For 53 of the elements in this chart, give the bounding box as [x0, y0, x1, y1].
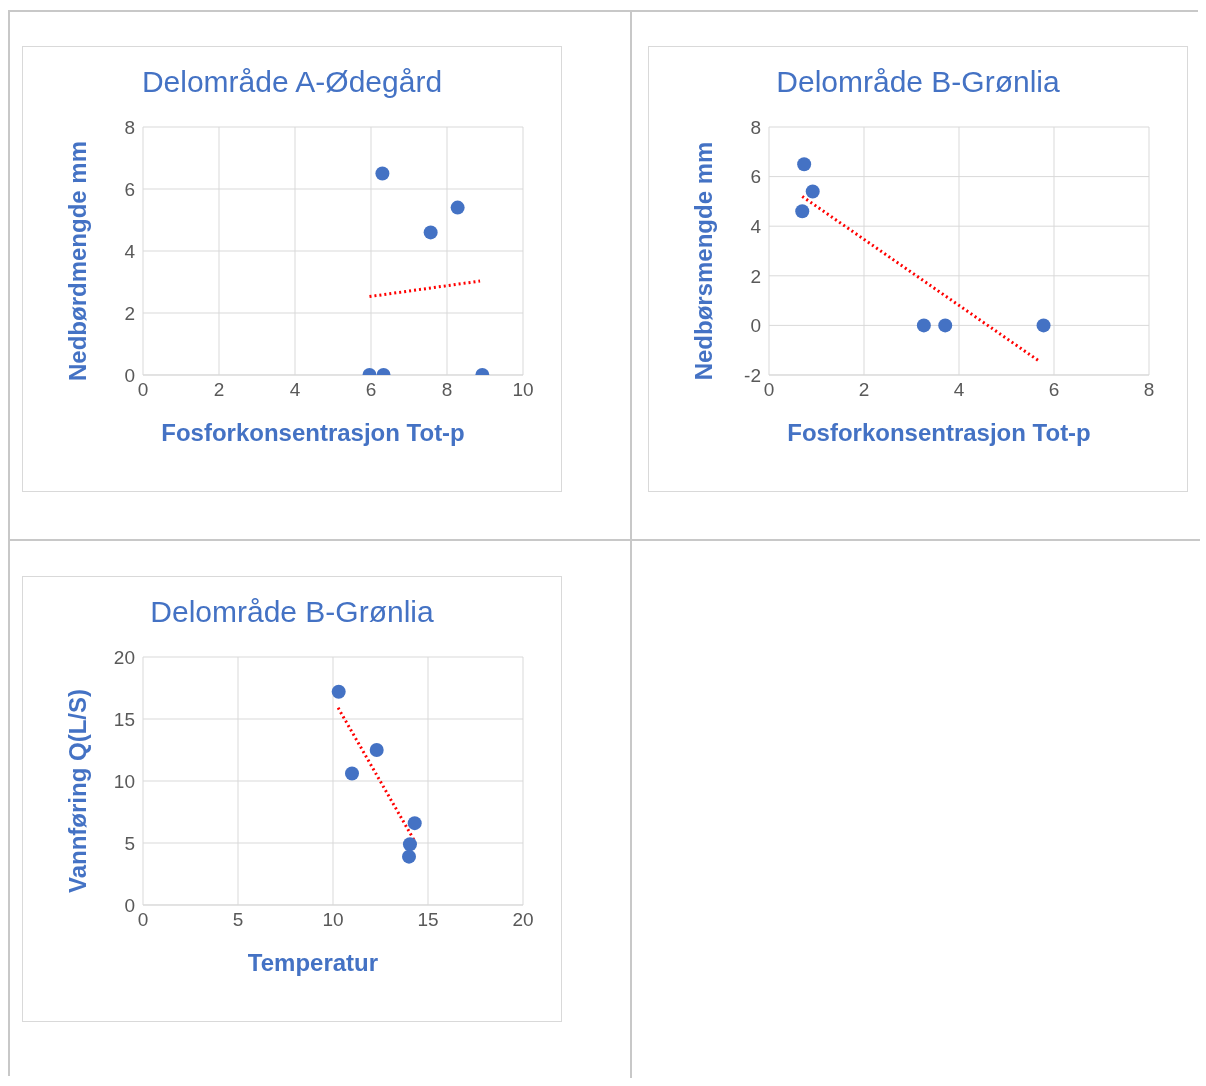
- x-axis-title: Fosforkonsentrasjon Tot-p: [160, 419, 466, 447]
- x-tick-label: 8: [1143, 379, 1155, 401]
- point: [423, 225, 438, 240]
- y-tick-label: 6: [750, 166, 761, 188]
- y-tick-label: -2: [744, 364, 761, 386]
- y-tick-label: 20: [113, 646, 135, 668]
- y-tick-label: 10: [113, 770, 135, 792]
- point: [407, 816, 422, 831]
- point: [331, 684, 346, 699]
- x-tick-label: 4: [953, 379, 965, 401]
- x-tick-label: 6: [365, 379, 377, 401]
- y-tick-label: 4: [124, 240, 136, 262]
- chart-title: Delområde B-Grønlia: [149, 595, 435, 629]
- point: [938, 318, 953, 333]
- x-axis-title: Fosforkonsentrasjon Tot-p: [786, 419, 1092, 447]
- y-tick-label: 8: [124, 116, 135, 138]
- x-tick-label: 2: [858, 379, 870, 401]
- chart-title: Delområde B-Grønlia: [775, 65, 1061, 99]
- point: [797, 157, 812, 172]
- y-tick-label: 0: [124, 894, 135, 916]
- point: [916, 318, 931, 333]
- y-tick-label: 8: [750, 116, 761, 138]
- point: [795, 204, 810, 219]
- point: [402, 849, 416, 864]
- point: [375, 166, 390, 181]
- y-tick-label: 5: [124, 832, 135, 854]
- y-tick-label: 2: [750, 265, 761, 287]
- x-tick-label: 5: [232, 909, 244, 931]
- x-tick-label: 10: [512, 379, 534, 401]
- point: [345, 766, 359, 781]
- x-tick-label: 6: [1048, 379, 1060, 401]
- y-axis-title: Vannføring Q(L/S): [64, 689, 92, 893]
- point: [450, 200, 465, 215]
- y-tick-label: 15: [113, 708, 135, 730]
- x-axis-title: Temperatur: [246, 949, 380, 977]
- point: [369, 743, 384, 757]
- y-tick-label: 6: [124, 178, 135, 200]
- x-tick-label: 2: [213, 379, 225, 401]
- x-tick-label: 15: [417, 909, 439, 931]
- x-tick-label: 4: [289, 379, 301, 401]
- point: [402, 837, 417, 852]
- y-tick-label: 2: [124, 302, 135, 324]
- y-tick-label: 0: [750, 315, 761, 337]
- x-tick-label: 20: [512, 909, 534, 931]
- y-tick-label: 0: [124, 364, 135, 386]
- chart-title: Delområde A-Ødegård: [140, 65, 444, 99]
- y-axis-title: Nedbørdmengde mm: [64, 140, 92, 382]
- x-tick-label: 10: [322, 909, 344, 931]
- x-tick-label: 8: [441, 379, 453, 401]
- point: [1036, 318, 1051, 333]
- y-tick-label: 4: [750, 215, 762, 237]
- point: [805, 184, 820, 199]
- y-axis-title: Nedbørsmengde mm: [690, 141, 718, 381]
